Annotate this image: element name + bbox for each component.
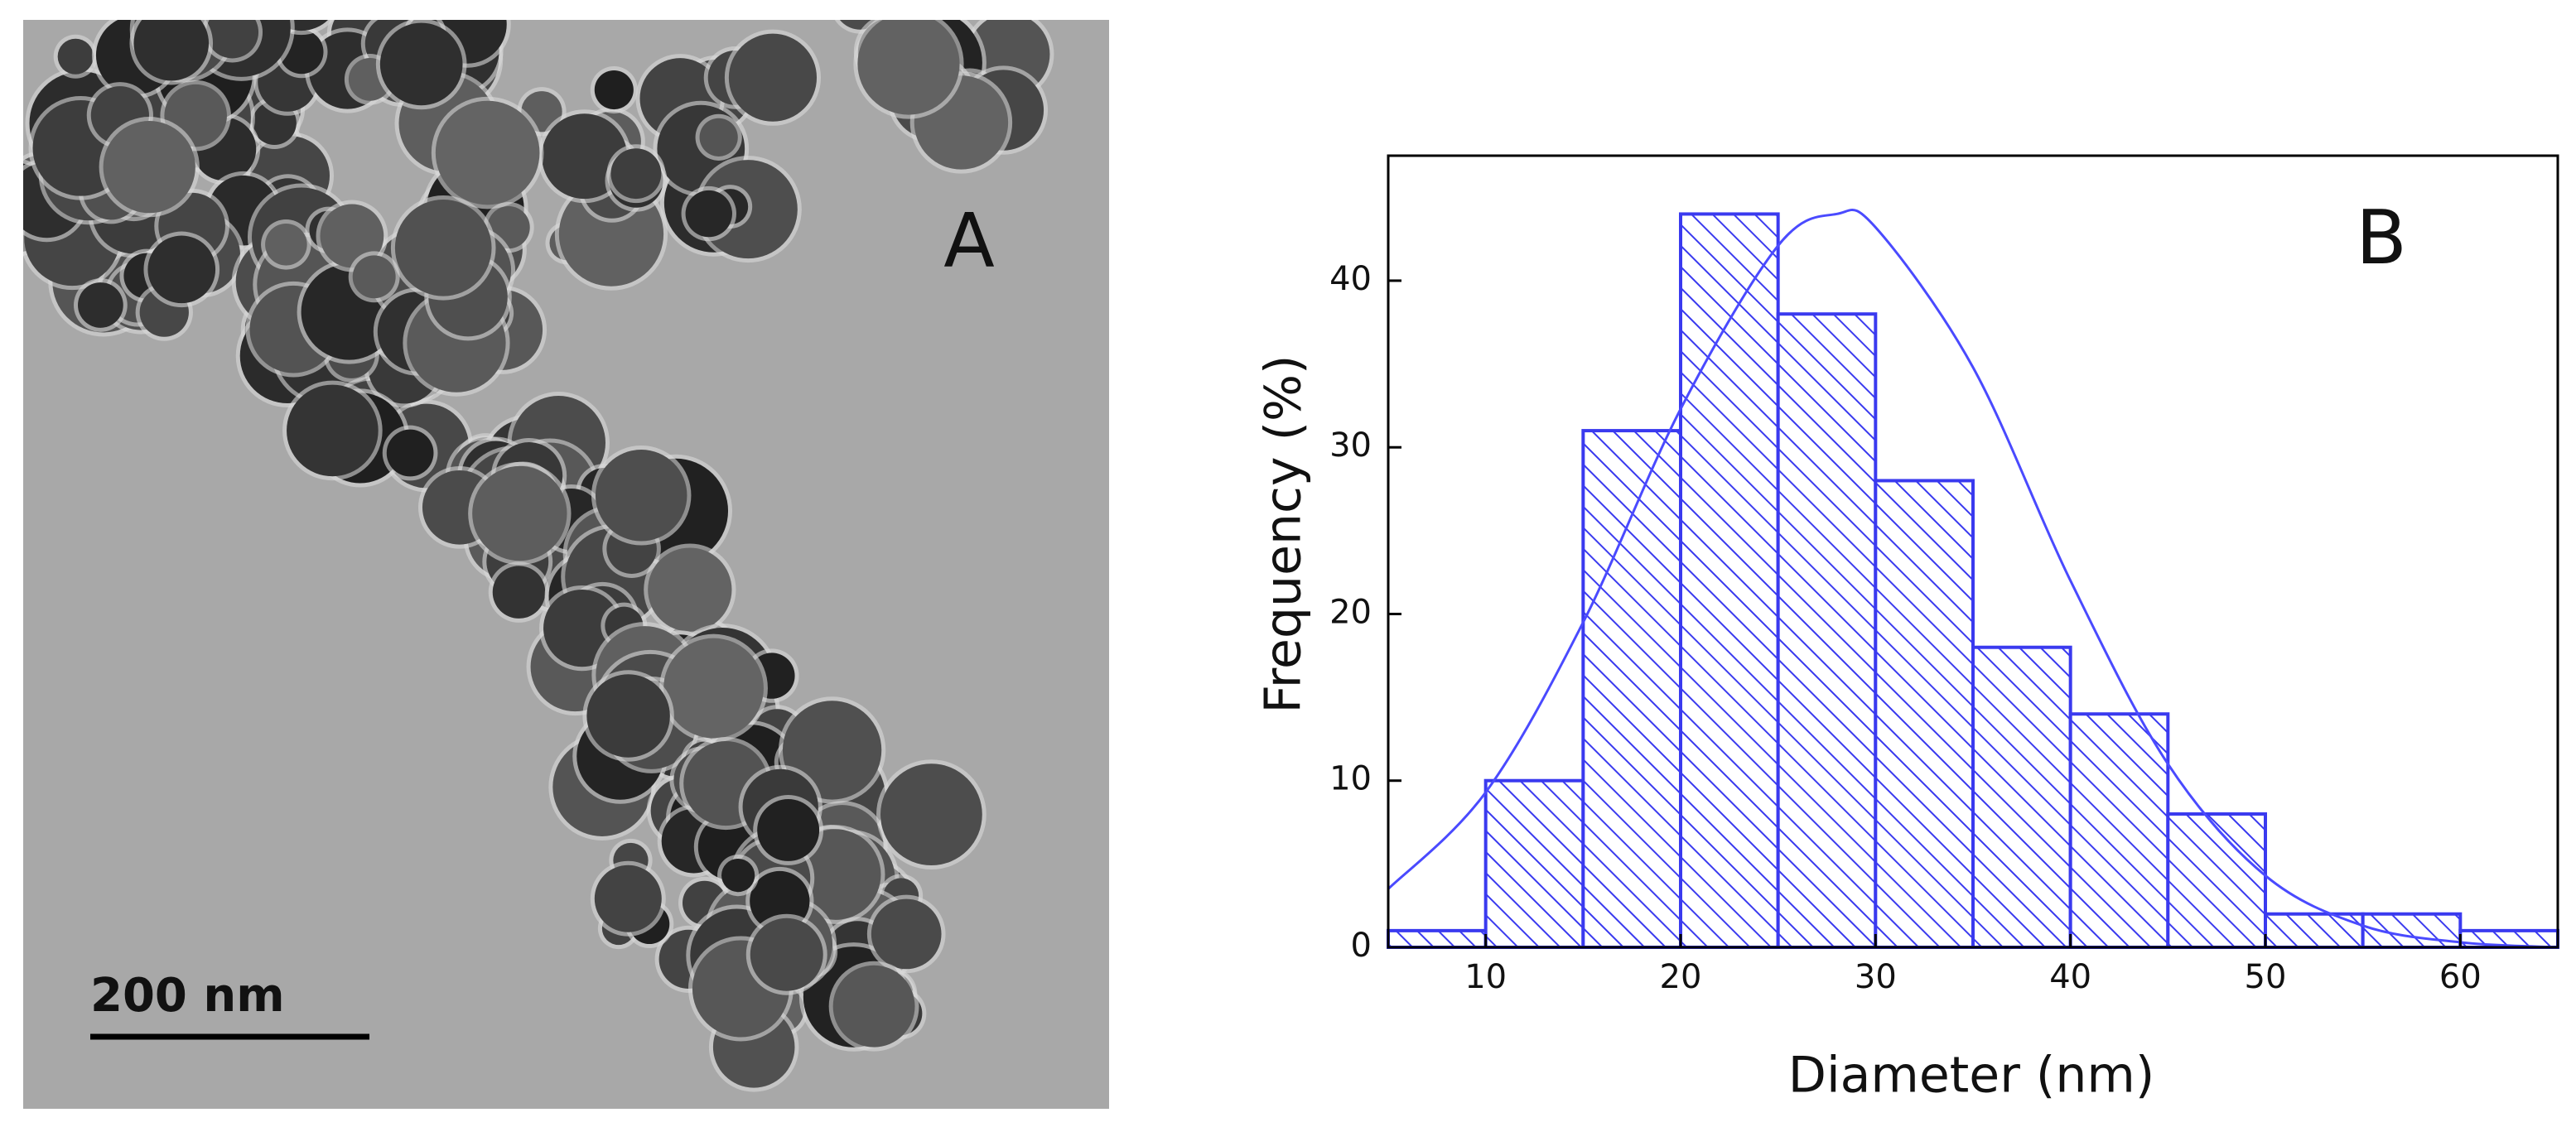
bar: [1483, 778, 1585, 949]
bar: [1679, 212, 1780, 950]
x-axis-title: Diameter (nm): [1788, 1047, 2154, 1105]
particles: [0, 20, 1054, 1092]
particle: [750, 917, 823, 991]
particle: [880, 763, 982, 865]
particle: [57, 38, 94, 75]
particle: [594, 865, 662, 932]
plot-frame: [1387, 154, 2559, 949]
particle: [265, 224, 307, 266]
bar: [1971, 645, 2072, 949]
x-tick-label: 50: [2245, 958, 2287, 996]
particle: [757, 799, 820, 861]
particle: [871, 898, 942, 970]
particle: [721, 858, 755, 893]
particle: [594, 70, 634, 110]
x-tick-label: 10: [1464, 958, 1507, 996]
fit-curve: [1387, 208, 2559, 949]
micrograph-panel: 200 nm A: [0, 20, 1109, 1109]
panel-label: A: [943, 198, 995, 285]
particle: [728, 33, 818, 122]
y-tick-label: 40: [1329, 260, 1372, 298]
particle: [133, 20, 210, 81]
particle: [386, 429, 434, 477]
particle: [0, 161, 7, 223]
particle: [435, 100, 540, 205]
particle: [586, 674, 670, 758]
bar: [1776, 312, 1878, 949]
particle: [663, 638, 764, 739]
particle: [699, 118, 738, 157]
particle: [320, 204, 384, 268]
particle: [379, 22, 463, 106]
bar: [1874, 479, 1975, 949]
particle: [205, 20, 259, 59]
bar: [1387, 928, 1488, 949]
bar: [2264, 912, 2365, 949]
particle: [595, 450, 687, 542]
particle: [685, 190, 732, 238]
particle: [352, 255, 396, 299]
x-tick-label: 30: [1855, 958, 1897, 996]
y-tick-label: 0: [1351, 927, 1372, 965]
particle: [610, 148, 662, 200]
particle: [857, 20, 960, 115]
particle: [0, 157, 11, 227]
bar: [1581, 429, 1683, 949]
y-axis-title: Frequency (%): [1255, 355, 1313, 714]
particle: [472, 465, 567, 561]
particle: [832, 965, 915, 1048]
particle: [147, 235, 216, 304]
histogram-panel: B Diameter (nm) Frequency (%) 10 20 30 40 50…: [1255, 154, 2559, 1105]
x-tick-label: 40: [2049, 958, 2091, 996]
bar: [2068, 712, 2170, 949]
y-tick-label: 10: [1329, 760, 1372, 798]
particle: [287, 384, 379, 477]
panel-label: B: [2356, 195, 2407, 282]
y-tick-label: 20: [1329, 593, 1372, 631]
x-tick-label: 60: [2439, 958, 2482, 996]
particle: [648, 547, 732, 632]
scale-bar-label: 200 nm: [90, 969, 285, 1023]
particle: [103, 121, 195, 214]
particle: [492, 566, 546, 619]
y-tick-label: 30: [1329, 426, 1372, 465]
x-tick-label: 20: [1660, 958, 1702, 996]
particle: [78, 282, 123, 328]
bar: [2166, 812, 2267, 950]
particle: [394, 199, 492, 296]
